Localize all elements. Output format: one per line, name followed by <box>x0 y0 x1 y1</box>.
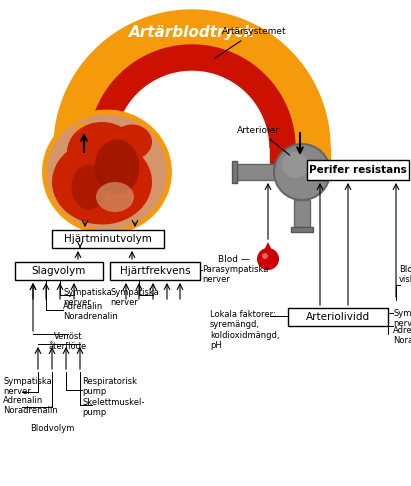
Polygon shape <box>89 45 295 148</box>
Polygon shape <box>295 148 330 175</box>
Polygon shape <box>54 10 330 148</box>
Ellipse shape <box>96 182 134 212</box>
Ellipse shape <box>67 122 137 182</box>
FancyBboxPatch shape <box>15 262 103 280</box>
Text: Adrenalin
Noradrenalin: Adrenalin Noradrenalin <box>63 302 118 321</box>
Polygon shape <box>54 148 89 198</box>
Polygon shape <box>89 124 114 198</box>
Circle shape <box>257 248 279 270</box>
Polygon shape <box>270 148 295 175</box>
Text: Artärblodtryck: Artärblodtryck <box>129 25 255 40</box>
Text: Artärsystemet: Artärsystemet <box>214 28 286 58</box>
Text: Skelettmuskel-
pump: Skelettmuskel- pump <box>82 398 144 417</box>
Text: Adrenalin
Noradrenalin: Adrenalin Noradrenalin <box>3 396 58 416</box>
Text: Hjärtminutvolym: Hjärtminutvolym <box>64 234 152 244</box>
Ellipse shape <box>52 139 152 225</box>
Text: Blodvolym: Blodvolym <box>30 424 74 433</box>
Circle shape <box>274 144 330 200</box>
Polygon shape <box>89 148 114 198</box>
Text: Sympatiska
nerver: Sympatiska nerver <box>63 288 112 308</box>
Polygon shape <box>237 164 274 180</box>
Polygon shape <box>232 161 237 183</box>
Text: Venöst
återflöde: Venöst återflöde <box>49 332 87 351</box>
Text: Slagvolym: Slagvolym <box>32 266 86 276</box>
Text: Lokala faktorer:
syremängd,
koldioxidmängd,
pH: Lokala faktorer: syremängd, koldioxidmän… <box>210 310 279 350</box>
Text: Arterioler: Arterioler <box>237 125 290 155</box>
Text: Blod —: Blod — <box>218 255 250 263</box>
Polygon shape <box>270 144 330 175</box>
FancyBboxPatch shape <box>288 308 388 326</box>
Text: Blod-
viskositet: Blod- viskositet <box>399 265 411 284</box>
Text: Sympatiska
nerver: Sympatiska nerver <box>393 309 411 329</box>
Text: Sympatiska
nerver: Sympatiska nerver <box>110 288 159 308</box>
Text: Adrenalin
Noradrenalin: Adrenalin Noradrenalin <box>393 326 411 346</box>
FancyBboxPatch shape <box>52 230 164 248</box>
FancyBboxPatch shape <box>110 262 200 280</box>
Text: Parasympatiska
nerver: Parasympatiska nerver <box>202 265 268 284</box>
Circle shape <box>262 253 268 259</box>
Ellipse shape <box>95 139 139 194</box>
Text: Arteriolividd: Arteriolividd <box>306 312 370 322</box>
Text: Hjärtfrekvens: Hjärtfrekvens <box>120 266 190 276</box>
Polygon shape <box>295 145 330 175</box>
Ellipse shape <box>44 112 169 232</box>
Ellipse shape <box>112 124 152 159</box>
Text: Sympatiska
nerver: Sympatiska nerver <box>3 377 52 397</box>
Polygon shape <box>54 124 97 198</box>
Text: Perifer resistans: Perifer resistans <box>309 165 407 175</box>
Polygon shape <box>294 200 310 227</box>
Polygon shape <box>291 227 313 232</box>
Circle shape <box>282 152 308 178</box>
Polygon shape <box>260 242 276 259</box>
FancyBboxPatch shape <box>307 160 409 180</box>
Text: Respiratorisk
pump: Respiratorisk pump <box>82 377 137 397</box>
Ellipse shape <box>72 164 106 209</box>
